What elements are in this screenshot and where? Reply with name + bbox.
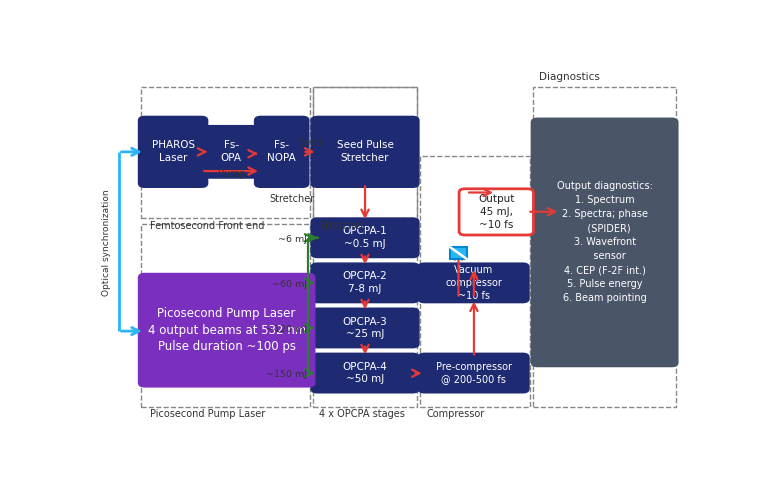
Text: Fs-
NOPA: Fs- NOPA [267,141,296,163]
Bar [420,156,531,407]
FancyBboxPatch shape [312,117,419,187]
FancyBboxPatch shape [255,117,309,187]
Text: Picosecond Pump Laser: Picosecond Pump Laser [150,409,265,420]
FancyBboxPatch shape [312,264,419,302]
Text: Pre-compressor
@ 200-500 fs: Pre-compressor @ 200-500 fs [435,361,511,384]
Text: ~120 mJ: ~120 mJ [266,325,307,334]
FancyBboxPatch shape [459,189,534,235]
Text: Seed: Seed [298,138,323,148]
FancyBboxPatch shape [531,119,677,366]
Text: Diagnostics: Diagnostics [539,72,601,82]
Text: Compressor: Compressor [426,409,485,420]
FancyBboxPatch shape [312,309,419,348]
Text: ~60 mJ: ~60 mJ [273,280,307,289]
Text: Stretcher: Stretcher [270,194,314,204]
Text: OPCPA-2
7-8 mJ: OPCPA-2 7-8 mJ [343,272,387,294]
Bar [450,247,467,259]
Text: Picosecond Pump Laser
4 output beams at 532 nm
Pulse duration ~100 ps: Picosecond Pump Laser 4 output beams at … [147,307,306,353]
Text: OPCPA-4
~50 mJ: OPCPA-4 ~50 mJ [343,361,387,384]
FancyBboxPatch shape [419,354,528,393]
Text: Femtosecond Front end: Femtosecond Front end [150,221,264,231]
Bar [534,87,677,407]
Text: Pump: Pump [218,168,246,179]
Text: ~6 mJ: ~6 mJ [278,235,307,244]
Bar [141,87,310,218]
FancyBboxPatch shape [139,274,314,386]
Text: Vacuum
compressor
~10 fs: Vacuum compressor ~10 fs [445,265,502,300]
Text: Seed Pulse
Stretcher: Seed Pulse Stretcher [336,141,393,163]
Text: OPCPA-3
~25 mJ: OPCPA-3 ~25 mJ [343,317,387,339]
FancyBboxPatch shape [419,264,528,302]
FancyBboxPatch shape [312,218,419,257]
Text: Stretcher: Stretcher [319,221,365,231]
Text: Output diagnostics:
1. Spectrum
2. Spectra; phase
   (SPIDER)
3. Wavefront
   se: Output diagnostics: 1. Spectrum 2. Spect… [557,181,653,303]
Text: Fs-
OPA: Fs- OPA [220,141,242,163]
Bar [313,87,418,407]
Text: 4 x OPCPA stages: 4 x OPCPA stages [319,409,405,420]
Text: Output
45 mJ,
~10 fs: Output 45 mJ, ~10 fs [478,194,515,230]
Bar [141,224,310,407]
Text: OPCPA-1
~0.5 mJ: OPCPA-1 ~0.5 mJ [343,227,387,249]
FancyBboxPatch shape [312,354,419,393]
Bar [313,87,418,218]
Text: Optical synchronization: Optical synchronization [102,189,111,296]
Text: PHAROS
Laser: PHAROS Laser [151,141,194,163]
FancyBboxPatch shape [139,117,207,187]
Text: ~150 mJ: ~150 mJ [266,370,307,379]
FancyBboxPatch shape [204,126,258,178]
